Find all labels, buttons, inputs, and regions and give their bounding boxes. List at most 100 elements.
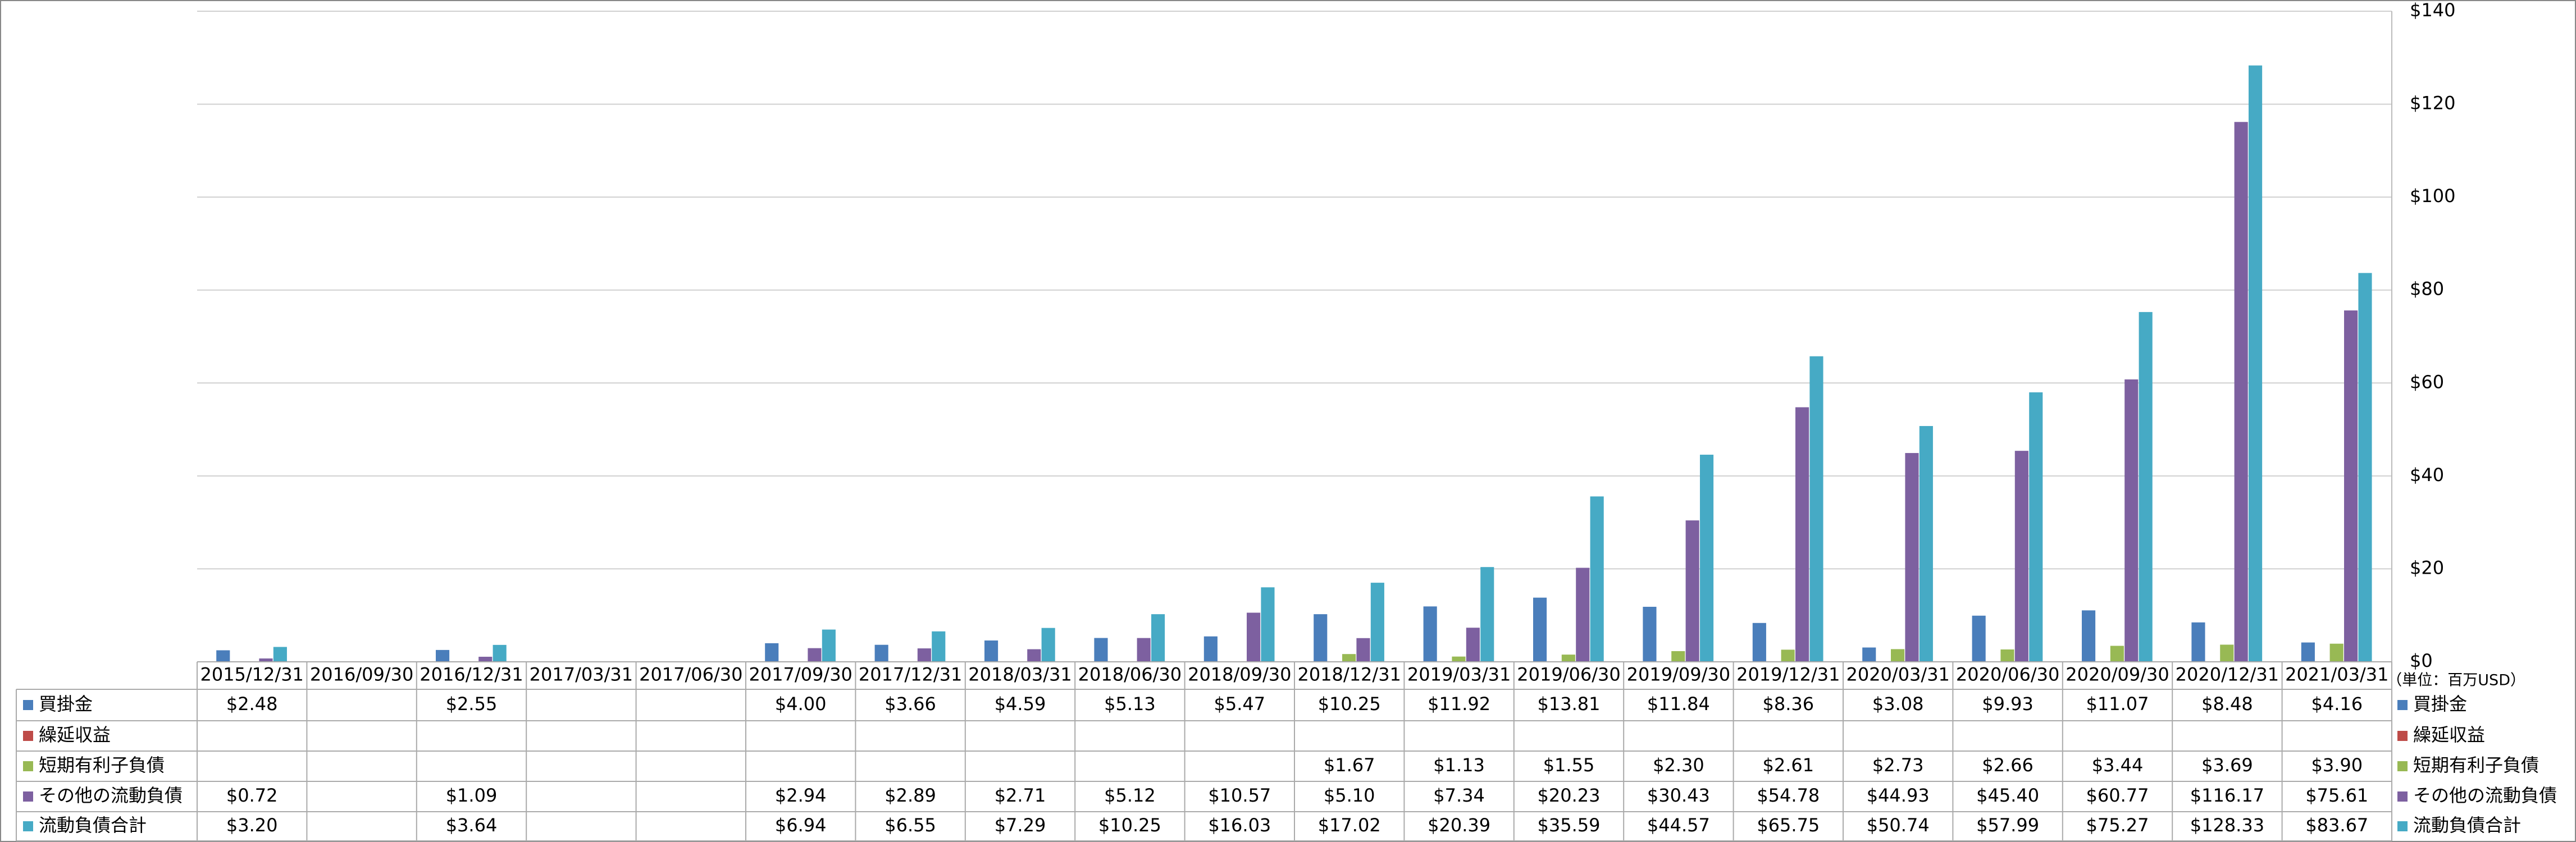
data-label: $3.66: [884, 693, 936, 715]
y-tick-label: $120: [2410, 93, 2455, 114]
bar: [2191, 622, 2205, 662]
y-tick-label: $0: [2410, 650, 2433, 671]
bar: [1356, 638, 1370, 662]
bar: [493, 644, 507, 662]
legend-label: 買掛金: [2413, 693, 2467, 715]
bar: [1890, 649, 1905, 662]
data-label: $7.29: [995, 814, 1046, 836]
bar: [259, 658, 273, 662]
bar: [1480, 567, 1494, 662]
x-tick-label: 2018/12/31: [1297, 664, 1401, 685]
bar: [1700, 455, 1714, 662]
bar: [1151, 614, 1165, 662]
data-label: $4.16: [2311, 693, 2363, 715]
x-tick-label: 2018/06/30: [1078, 664, 1182, 685]
bar: [2220, 644, 2234, 662]
legend-swatch: [2397, 700, 2408, 710]
legend-label: 短期有利子負債: [39, 754, 165, 776]
data-label: $57.99: [1976, 814, 2039, 836]
x-tick-label: 2016/09/30: [310, 664, 413, 685]
data-label: $3.20: [226, 814, 278, 836]
data-label: $2.73: [1872, 754, 1924, 776]
bar: [1809, 356, 1823, 662]
data-label: $3.69: [2201, 754, 2253, 776]
data-label: $65.75: [1757, 814, 1820, 836]
x-tick-label: 2015/12/31: [200, 664, 303, 685]
legend-swatch: [2397, 761, 2408, 771]
data-label: $2.61: [1762, 754, 1814, 776]
bar: [435, 649, 450, 662]
bar: [2358, 273, 2372, 662]
data-label: $50.74: [1867, 814, 1930, 836]
legend-swatch: [2397, 821, 2408, 831]
bar: [1094, 638, 1108, 662]
bar: [932, 631, 946, 662]
data-label: $5.10: [1324, 785, 1375, 806]
data-label: $2.55: [446, 693, 498, 715]
bar: [1576, 568, 1590, 662]
data-label: $35.59: [1538, 814, 1601, 836]
bar: [808, 648, 822, 662]
data-label: $17.02: [1318, 814, 1381, 836]
bar: [2301, 642, 2315, 662]
data-label: $3.64: [446, 814, 498, 836]
data-label: $7.34: [1433, 785, 1485, 806]
bar: [2249, 65, 2263, 662]
bar: [1795, 407, 1809, 662]
legend-swatch: [23, 761, 33, 771]
bar: [2014, 451, 2028, 662]
data-label: $2.66: [1982, 754, 2034, 776]
bar: [1919, 425, 1933, 662]
data-label: $10.25: [1098, 814, 1161, 836]
bar: [1203, 636, 1218, 662]
x-tick-label: 2017/03/31: [530, 664, 633, 685]
data-label: $20.23: [1538, 785, 1601, 806]
bar: [1643, 606, 1657, 662]
legend-label: 繰延収益: [2413, 724, 2485, 745]
data-label: $2.48: [226, 693, 278, 715]
bar: [1533, 597, 1547, 662]
data-label: $1.09: [446, 785, 498, 806]
data-label: $44.57: [1647, 814, 1710, 836]
y-tick-label: $140: [2410, 0, 2455, 21]
y-tick-label: $60: [2410, 371, 2444, 392]
legend-swatch: [2397, 791, 2408, 802]
data-label: $10.57: [1208, 785, 1271, 806]
x-tick-label: 2020/09/30: [2066, 664, 2169, 685]
y-tick-label: $20: [2410, 557, 2444, 578]
bar: [2124, 379, 2139, 662]
legend-swatch: [2397, 731, 2408, 741]
legend-label: その他の流動負債: [2413, 785, 2557, 806]
data-label: $30.43: [1647, 785, 1710, 806]
bar: [1027, 649, 1041, 662]
bar: [1041, 628, 1055, 662]
legend-label: その他の流動負債: [39, 785, 183, 806]
data-label: $1.67: [1324, 754, 1375, 776]
data-label: $75.61: [2305, 785, 2368, 806]
data-label: $2.89: [884, 785, 936, 806]
data-label: $6.94: [775, 814, 827, 836]
bar: [1905, 453, 1919, 662]
bar: [1781, 649, 1795, 662]
bar: [1261, 587, 1275, 662]
x-tick-label: 2021/03/31: [2285, 664, 2388, 685]
data-label: $128.33: [2190, 814, 2264, 836]
data-label: $3.08: [1872, 693, 1924, 715]
x-tick-label: 2020/03/31: [1846, 664, 1949, 685]
data-label: $10.25: [1318, 693, 1381, 715]
x-tick-label: 2018/09/30: [1188, 664, 1291, 685]
x-tick-label: 2019/06/30: [1517, 664, 1620, 685]
bar: [2000, 649, 2014, 662]
bar: [1466, 628, 1480, 662]
x-tick-label: 2017/12/31: [859, 664, 962, 685]
x-tick-label: 2019/12/31: [1736, 664, 1840, 685]
bar: [2029, 392, 2043, 662]
data-label: $6.55: [884, 814, 936, 836]
x-tick-label: 2019/03/31: [1407, 664, 1511, 685]
bar: [2344, 310, 2358, 662]
y-tick-label: $80: [2410, 278, 2444, 300]
legend-label: 短期有利子負債: [2413, 754, 2539, 776]
legend-label: 繰延収益: [39, 724, 111, 745]
bar: [2139, 312, 2153, 662]
bar: [2234, 122, 2248, 662]
